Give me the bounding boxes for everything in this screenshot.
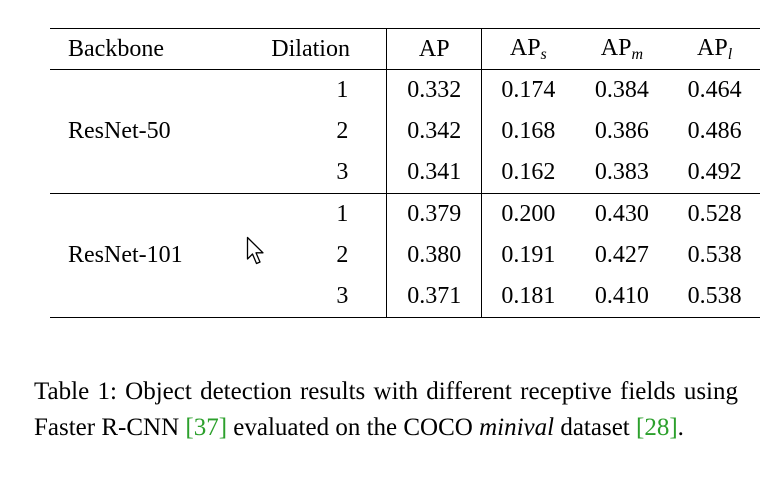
- dilation-cell: 1: [234, 69, 388, 111]
- ap-m-cell: 0.383: [594, 159, 649, 185]
- table-row: 3 0.371 0.181 0.410 0.538: [50, 276, 760, 318]
- header-backbone: Backbone: [50, 28, 235, 70]
- ap-m-cell: 0.410: [574, 276, 670, 318]
- ap-s-cell: 0.168: [501, 118, 556, 144]
- header-ap-s-sub: s: [540, 45, 547, 63]
- header-ap-l-base: AP: [697, 34, 728, 61]
- ap-m-cell: 0.384: [594, 77, 649, 103]
- ap-m-cell: 0.427: [594, 242, 649, 268]
- group-resnet-101: ResNet-101 1 0.379 0.200 0.430 0.528 2 0…: [50, 193, 760, 318]
- header-dilation: Dilation: [234, 28, 388, 70]
- dilation-cell: 1: [234, 193, 388, 235]
- ap-cell: 0.341: [386, 152, 482, 194]
- header-ap-s-base: AP: [509, 34, 541, 61]
- header-ap-m-sub: m: [631, 45, 644, 63]
- ap-cell: 0.371: [386, 276, 482, 318]
- ap-cell: 0.380: [386, 235, 482, 276]
- ap-s-cell: 0.181: [481, 276, 575, 318]
- ap-cell: 0.342: [386, 111, 482, 152]
- caption-label: Table 1:: [34, 378, 117, 405]
- caption-text-2: evaluated on the COCO: [233, 414, 473, 441]
- dilation-cell: 2: [234, 235, 388, 276]
- header-ap-s: APs: [481, 28, 575, 70]
- citation-link-28[interactable]: [28]: [636, 414, 678, 441]
- caption-text-1: Object detection results with different …: [34, 378, 738, 441]
- table-caption: Table 1: Object detection results with d…: [34, 374, 738, 446]
- ap-s-cell: 0.174: [501, 77, 556, 103]
- header-ap-m-base: AP: [600, 34, 632, 61]
- ap-l-cell: 0.492: [687, 159, 742, 185]
- group-resnet-50: ResNet-50 1 0.332 0.174 0.384 0.464 2 0.…: [50, 69, 760, 194]
- results-table: Backbone Dilation AP APs APm APl ResNet-…: [50, 28, 760, 318]
- ap-s-cell: 0.162: [501, 159, 556, 185]
- ap-l-cell: 0.538: [669, 276, 760, 318]
- table-row: ResNet-50 1 0.332 0.174 0.384 0.464: [50, 69, 760, 144]
- dilation-cell: 3: [234, 152, 388, 194]
- header-ap-l-sub: l: [727, 45, 733, 63]
- ap-s-cell: 0.200: [481, 193, 575, 235]
- ap-cell: 0.379: [386, 193, 482, 235]
- header-ap: AP: [386, 28, 482, 70]
- caption-end: .: [677, 414, 684, 441]
- header-ap-m: APm: [574, 28, 670, 70]
- ap-l-cell: 0.528: [669, 193, 760, 235]
- table-row: ResNet-101 1 0.379 0.200 0.430 0.528: [50, 193, 760, 318]
- citation-link-37[interactable]: [37]: [185, 414, 228, 441]
- header-ap-l: APl: [669, 28, 760, 70]
- ap-l-cell: 0.486: [687, 118, 742, 144]
- caption-text-3: dataset: [560, 414, 630, 441]
- table-row: 3 0.341 0.162 0.383 0.492: [50, 152, 760, 194]
- ap-m-cell: 0.430: [574, 193, 670, 235]
- dilation-cell: 2: [234, 111, 388, 152]
- mouse-pointer-icon: [246, 236, 266, 271]
- backbone-cell: ResNet-50: [68, 118, 171, 144]
- table-row: 2 0.342 0.168 0.386 0.486: [50, 111, 760, 152]
- backbone-cell: ResNet-101: [50, 193, 235, 318]
- caption-italic: minival: [479, 414, 555, 441]
- ap-l-cell: 0.538: [687, 242, 742, 268]
- ap-m-cell: 0.386: [594, 118, 649, 144]
- dilation-cell: 3: [234, 276, 388, 318]
- table-header-row: Backbone Dilation AP APs APm APl: [50, 28, 760, 70]
- ap-cell: 0.332: [386, 69, 482, 111]
- ap-l-cell: 0.464: [687, 77, 742, 103]
- ap-s-cell: 0.191: [501, 242, 556, 268]
- table-row: 2 0.380 0.191 0.427 0.538: [50, 235, 760, 276]
